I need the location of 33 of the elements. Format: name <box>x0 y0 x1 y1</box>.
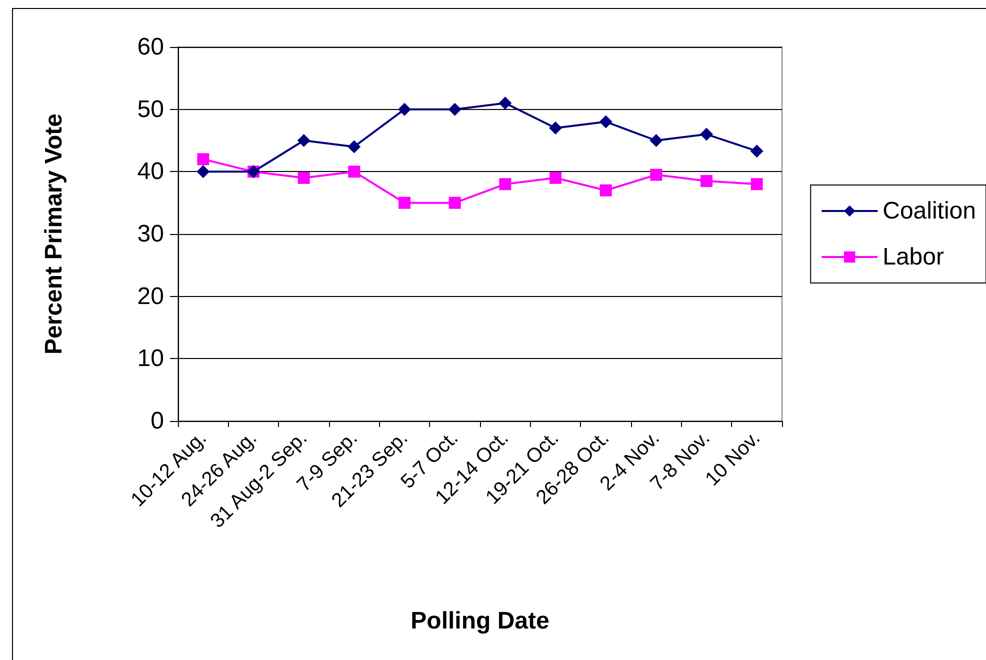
legend-label: Coalition <box>882 198 976 224</box>
y-tick-label: 30 <box>137 220 164 248</box>
point <box>700 175 712 188</box>
legend-label: Labor <box>882 244 944 270</box>
y-tick-label: 50 <box>137 96 164 123</box>
y-tick-label: 10 <box>137 345 164 372</box>
point <box>599 115 612 128</box>
point <box>398 102 411 116</box>
point <box>348 140 361 154</box>
point <box>550 172 562 184</box>
point <box>750 178 763 190</box>
point <box>498 96 512 110</box>
point <box>298 172 310 184</box>
point <box>499 178 512 190</box>
y-tick-label: 40 <box>137 158 164 186</box>
point <box>650 168 662 181</box>
y-tick-label: 60 <box>137 34 164 60</box>
point <box>600 184 612 196</box>
point <box>448 196 461 209</box>
y-axis-title: Percent Primary Vote <box>40 114 68 354</box>
point <box>650 134 663 147</box>
point <box>196 165 210 178</box>
point <box>448 102 462 116</box>
y-tick-label: 20 <box>137 282 164 310</box>
point <box>197 153 210 166</box>
point <box>750 144 764 158</box>
point <box>398 196 410 209</box>
point <box>348 166 360 178</box>
point <box>297 134 310 147</box>
x-axis-title: Polling Date <box>410 608 550 634</box>
point <box>700 128 713 141</box>
point <box>549 122 562 135</box>
y-tick-label: 0 <box>150 408 164 434</box>
